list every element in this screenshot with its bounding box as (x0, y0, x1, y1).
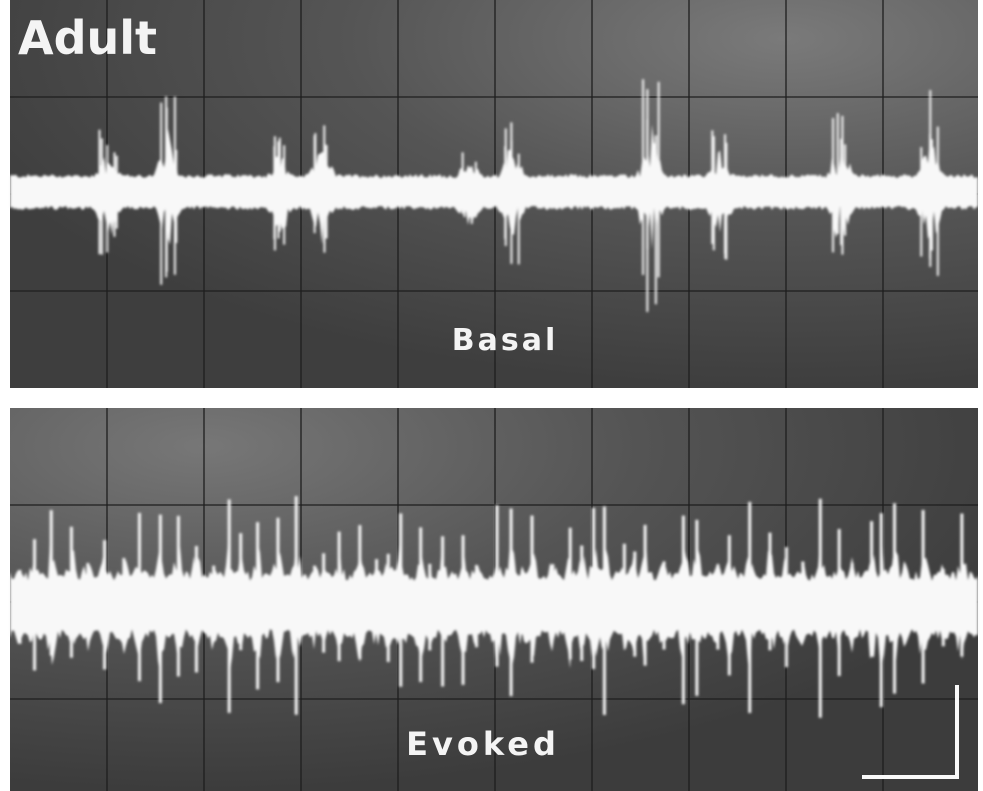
panel-label: Basal (452, 323, 559, 358)
figure-title: Adult (18, 11, 157, 65)
page: Adult Basal Evoked (() => { const data =… (0, 0, 983, 791)
figure: Adult Basal Evoked (0, 0, 983, 791)
panel-label: Evoked (406, 725, 560, 763)
